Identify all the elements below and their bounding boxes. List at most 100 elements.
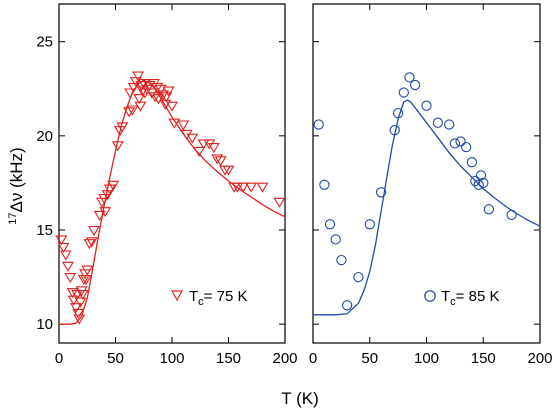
data-point	[389, 125, 400, 136]
data-point	[55, 235, 68, 246]
data-point	[231, 182, 244, 193]
x-tick-label: 200	[527, 350, 552, 367]
data-point	[341, 300, 353, 311]
data-point	[336, 254, 347, 266]
y-axis-label-superscript: 17	[7, 212, 19, 224]
data-point	[392, 108, 404, 119]
data-point	[152, 94, 165, 105]
data-point	[506, 209, 517, 221]
data-point	[237, 182, 250, 193]
data-point	[222, 165, 235, 176]
data-point	[207, 143, 220, 154]
data-point	[330, 234, 341, 245]
right-legend: Tc= 85 K	[424, 288, 500, 308]
x-tick-label: 0	[309, 350, 317, 367]
data-point	[74, 297, 87, 308]
left-legend-label-value: = 75 K	[204, 288, 248, 305]
data-point	[319, 179, 330, 190]
data-point	[398, 87, 409, 98]
x-tick-label: 200	[272, 350, 297, 367]
right-legend-label-t: T	[441, 288, 450, 305]
data-point	[160, 92, 173, 103]
data-point	[364, 219, 375, 230]
data-point	[186, 133, 199, 144]
data-point	[475, 170, 487, 181]
data-point	[166, 101, 178, 112]
data-point	[478, 177, 489, 189]
data-point	[70, 303, 82, 314]
data-point	[245, 182, 258, 193]
data-point	[83, 239, 96, 250]
fit-line	[59, 79, 286, 325]
right-panel-ticks	[312, 4, 541, 343]
data-point	[126, 105, 139, 116]
data-point	[483, 204, 495, 215]
data-point	[211, 154, 224, 165]
data-point	[461, 141, 472, 153]
data-point	[116, 122, 129, 133]
left-panel-tick-labels: 0 50 100 150 200 10 15 20 25	[36, 34, 297, 367]
data-point	[99, 207, 112, 218]
y-tick-label: 15	[36, 222, 53, 239]
data-point	[93, 210, 106, 221]
data-point	[73, 314, 86, 325]
right-legend-label-sub: c	[450, 296, 456, 308]
left-legend-label-sub: c	[198, 296, 204, 308]
data-point	[324, 219, 336, 230]
data-point	[273, 197, 286, 208]
data-point	[473, 179, 484, 190]
data-point	[404, 72, 415, 83]
data-point	[256, 182, 269, 193]
data-point	[88, 225, 100, 237]
data-point	[132, 71, 145, 82]
data-point	[313, 119, 324, 130]
data-point	[57, 242, 70, 253]
x-tick-label: 150	[471, 350, 496, 367]
data-point	[149, 92, 162, 103]
data-point	[157, 90, 169, 101]
left-legend-label-t: T	[189, 288, 198, 305]
data-point	[177, 120, 190, 131]
right-legend-label-value: = 85 K	[456, 288, 500, 305]
right-data-points	[313, 72, 517, 311]
data-point	[409, 79, 421, 91]
x-tick-label: 150	[216, 350, 241, 367]
y-axis-label: 17Δν (kHz)	[7, 147, 26, 224]
data-point	[444, 119, 455, 130]
data-point	[62, 261, 74, 272]
y-tick-label: 20	[36, 128, 53, 145]
x-axis-label: T (K)	[281, 389, 318, 408]
left-panel-ticks	[58, 4, 286, 343]
left-panel: 0 50 100 150 200 10 15 20 25 Tc= 75 K	[36, 3, 298, 367]
data-point	[197, 139, 210, 150]
data-point	[214, 156, 227, 167]
data-point	[134, 101, 147, 112]
data-point	[67, 295, 80, 306]
data-point	[59, 250, 72, 261]
x-tick-label: 50	[107, 350, 124, 367]
x-tick-label: 100	[414, 350, 439, 367]
data-point	[193, 146, 206, 157]
data-point	[66, 288, 79, 299]
y-tick-label: 25	[36, 34, 53, 51]
data-point	[81, 265, 94, 276]
data-point	[80, 274, 93, 286]
data-point	[85, 237, 98, 248]
y-axis-label-symbol: Δν	[7, 193, 26, 213]
y-tick-label: 10	[36, 316, 53, 333]
x-tick-label: 0	[55, 350, 63, 367]
legend-triangle-marker	[170, 290, 184, 302]
data-point	[432, 117, 444, 128]
data-point	[375, 187, 387, 198]
right-panel: 0 50 100 150 200 Tc= 85 K	[309, 3, 553, 367]
data-point	[449, 138, 461, 149]
left-legend: Tc= 75 K	[170, 288, 247, 308]
data-point	[466, 157, 478, 168]
data-point	[124, 88, 137, 99]
data-point	[470, 175, 481, 187]
data-point	[168, 118, 181, 129]
left-legend-label: Tc= 75 K	[189, 288, 247, 308]
left-fit-curve	[59, 79, 286, 325]
data-point	[455, 136, 466, 147]
